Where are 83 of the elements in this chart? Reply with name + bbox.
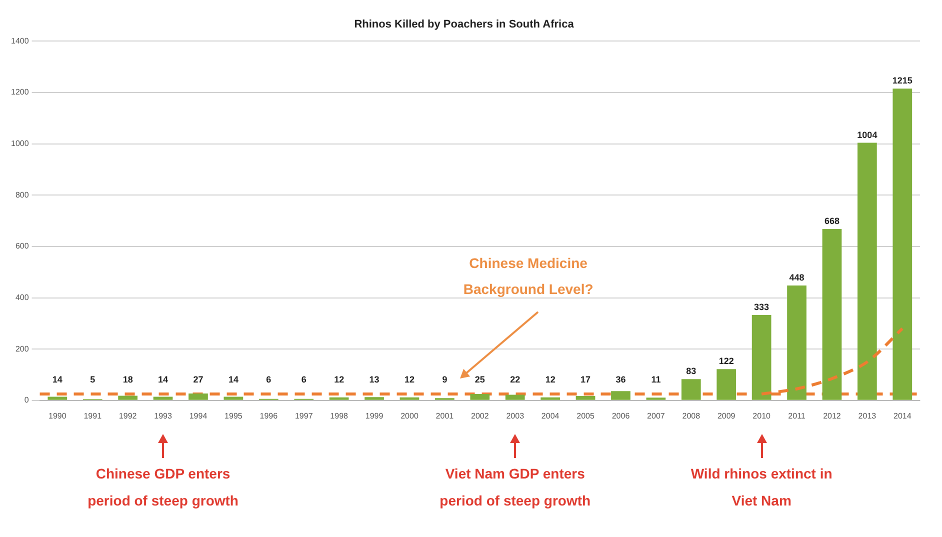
data-label: 11 — [651, 374, 661, 384]
y-tick-label: 200 — [15, 344, 30, 354]
bar — [892, 88, 912, 400]
y-tick-label: 1400 — [11, 36, 30, 46]
x-tick-label: 1993 — [154, 411, 172, 420]
x-tick-label: 1990 — [48, 411, 67, 420]
y-tick-label: 600 — [15, 242, 30, 251]
chart-title: Rhinos Killed by Poachers in South Africa — [354, 18, 575, 31]
x-tick-label: 1995 — [224, 411, 243, 420]
bar — [611, 391, 630, 400]
y-tick-label: 0 — [24, 396, 30, 405]
data-label: 27 — [193, 374, 204, 384]
annotation: Chinese Medicine Background Level? — [463, 254, 594, 297]
data-label: 36 — [616, 374, 626, 384]
x-tick-label: 2010 — [752, 411, 772, 420]
data-label: 83 — [686, 366, 696, 376]
y-tick-label: 800 — [15, 190, 30, 200]
x-tick-label: 2004 — [541, 411, 560, 420]
x-tick-label: 2009 — [717, 411, 736, 420]
x-tick-label: 1998 — [330, 411, 349, 420]
bar — [822, 229, 842, 400]
data-label: 12 — [334, 374, 344, 384]
x-tick-label: 2001 — [436, 411, 454, 420]
bar — [118, 396, 138, 400]
data-label: 1004 — [857, 130, 878, 140]
bar — [787, 285, 806, 400]
x-tick-label: 2008 — [682, 411, 701, 420]
bar — [364, 397, 384, 400]
data-label: 1215 — [892, 76, 912, 86]
data-label: 9 — [442, 374, 448, 384]
x-tick-label: 2000 — [400, 411, 419, 420]
bar — [400, 397, 420, 400]
data-label: 25 — [474, 374, 485, 384]
data-label: 14 — [52, 374, 62, 384]
bar — [224, 396, 244, 400]
y-tick-label: 1200 — [11, 88, 30, 97]
data-label: 22 — [510, 374, 520, 384]
text: Chinese GDP enters period of steep growth — [88, 465, 238, 508]
data-label: 13 — [369, 374, 380, 384]
text: Wild rhinos extinct in Viet Nam — [690, 465, 832, 508]
bar — [505, 394, 525, 400]
x-tick-label: 1996 — [260, 411, 278, 420]
data-label: 6 — [266, 374, 272, 384]
bar — [470, 394, 490, 400]
bar — [858, 142, 877, 400]
bar — [540, 397, 560, 400]
x-tick-label: 1991 — [84, 411, 102, 420]
data-label: 333 — [754, 302, 770, 312]
data-label: 14 — [158, 374, 168, 384]
bar — [188, 393, 208, 400]
y-tick-label: 1000 — [11, 139, 30, 148]
bar — [153, 396, 173, 400]
bar — [716, 369, 736, 400]
bar — [48, 396, 68, 400]
data-label: 12 — [404, 374, 414, 384]
x-tick-label: 1999 — [365, 411, 384, 420]
data-label: 448 — [789, 272, 804, 282]
data-label: 18 — [122, 374, 133, 384]
x-tick-label: 1997 — [294, 411, 314, 420]
x-tick-label: 2014 — [893, 411, 912, 420]
x-tick-label: 2012 — [823, 411, 842, 420]
x-tick-label: 1992 — [118, 411, 138, 420]
data-label: 17 — [580, 374, 591, 384]
x-tick-label: 2013 — [858, 411, 877, 420]
y-tick-label: 400 — [15, 292, 30, 302]
x-tick-label: 2007 — [647, 411, 666, 420]
bar — [576, 396, 596, 400]
data-label: 122 — [718, 356, 734, 366]
data-label: 668 — [824, 216, 840, 226]
x-tick-label: 2003 — [506, 411, 525, 420]
text: Viet Nam GDP enters period of steep growth — [440, 465, 591, 508]
x-tick-label: 1994 — [189, 411, 208, 420]
data-label: 5 — [90, 374, 96, 384]
data-label: 6 — [301, 374, 306, 384]
bar — [681, 379, 701, 400]
bar — [752, 314, 772, 400]
data-label: 14 — [228, 374, 238, 384]
x-tick-label: 2011 — [788, 411, 806, 420]
x-tick-label: 2002 — [471, 411, 490, 420]
x-tick-label: 2006 — [612, 411, 630, 420]
bar — [329, 397, 349, 400]
data-label: 12 — [545, 374, 556, 384]
x-tick-label: 2005 — [576, 411, 595, 420]
